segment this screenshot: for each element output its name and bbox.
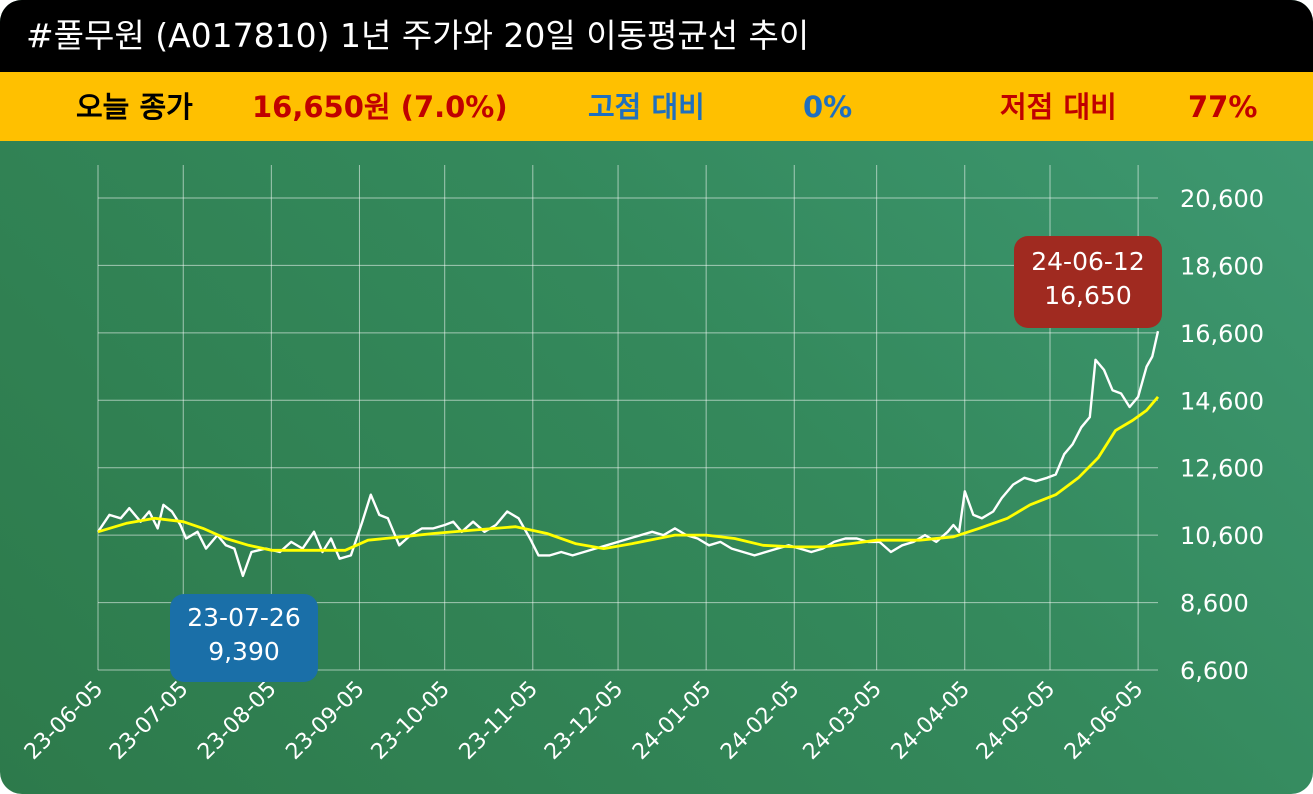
y-tick-label: 8,600 [1180, 590, 1249, 618]
x-tick-label: 23-06-05 [20, 677, 108, 765]
low-compare-label: 저점 대비 [1000, 90, 1117, 124]
y-tick-label: 16,600 [1180, 320, 1264, 348]
y-tick-label: 20,600 [1180, 185, 1264, 213]
x-tick-label: 23-12-05 [540, 677, 628, 765]
x-tick-label: 24-04-05 [887, 677, 975, 765]
chart-title: #풀무원 (A017810) 1년 주가와 20일 이동평균선 추이 [26, 16, 810, 55]
high-compare-label: 고점 대비 [588, 90, 705, 124]
low-compare-value: 77% [1188, 90, 1258, 124]
close-label: 오늘 종가 [76, 90, 193, 124]
y-tick-label: 12,600 [1180, 455, 1264, 483]
x-tick-label: 24-01-05 [628, 677, 716, 765]
x-tick-label: 24-02-05 [716, 677, 804, 765]
price-line [97, 330, 1160, 578]
high-callout-date: 24-06-12 [1031, 247, 1145, 276]
low-callout-value: 9,390 [208, 637, 280, 666]
close-value: 16,650원 (7.0%) [252, 90, 508, 124]
x-tick-label: 23-07-05 [105, 677, 193, 765]
y-axis-ticks: 20,600 18,600 16,600 14,600 12,600 10,600 8,60… [1180, 185, 1264, 685]
series-lines [97, 330, 1160, 578]
moving-average-line [97, 395, 1160, 552]
high-price-callout: 24-06-12 16,650 [1014, 236, 1162, 328]
grid-lines [97, 165, 1158, 671]
x-tick-label: 23-10-05 [367, 677, 455, 765]
y-tick-label: 14,600 [1180, 387, 1264, 415]
high-callout-value: 16,650 [1044, 281, 1132, 310]
y-tick-label: 6,600 [1180, 657, 1249, 685]
y-tick-label: 10,600 [1180, 522, 1264, 550]
x-tick-label: 24-06-05 [1060, 677, 1148, 765]
low-callout-date: 23-07-26 [187, 603, 301, 632]
low-price-callout: 23-07-26 9,390 [170, 594, 318, 682]
x-tick-label: 23-08-05 [193, 677, 281, 765]
info-bar: 오늘 종가 16,650원 (7.0%) 고점 대비 0% 저점 대비 77% [0, 72, 1313, 141]
x-tick-label: 23-09-05 [281, 677, 369, 765]
y-tick-label: 18,600 [1180, 252, 1264, 280]
title-bar: #풀무원 (A017810) 1년 주가와 20일 이동평균선 추이 [0, 0, 1313, 72]
x-tick-label: 23-11-05 [455, 677, 543, 765]
high-compare-value: 0% [803, 90, 853, 124]
x-tick-label: 24-03-05 [799, 677, 887, 765]
x-tick-label: 24-05-05 [972, 677, 1060, 765]
